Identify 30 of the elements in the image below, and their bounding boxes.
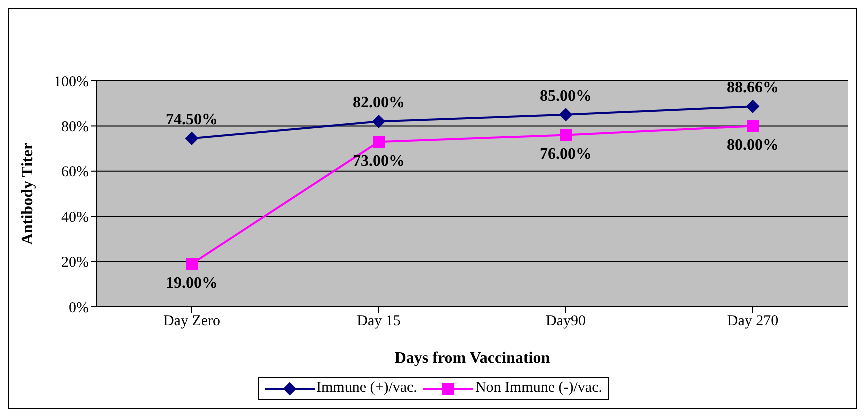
point: [560, 108, 572, 122]
point: [560, 129, 572, 142]
data-label: 85.00%: [540, 88, 592, 105]
x-axis-title: Days from Vaccination: [394, 350, 550, 367]
data-label: 73.00%: [353, 153, 405, 170]
y-tick-label: 0%: [69, 300, 89, 316]
legend-label: Immune (+)/vac.: [316, 380, 418, 397]
point: [372, 115, 386, 128]
data-label: 80.00%: [727, 137, 779, 154]
data-label: 82.00%: [353, 94, 405, 112]
y-tick-label: 60%: [62, 164, 89, 181]
y-tick-label: 20%: [62, 255, 89, 272]
x-tick-label: Day90: [546, 314, 586, 330]
data-label: 76.00%: [540, 146, 592, 164]
point: [186, 258, 198, 270]
point: [747, 120, 759, 132]
point: [186, 132, 198, 146]
y-tick-label: 40%: [62, 210, 89, 226]
data-label: 74.50%: [166, 112, 218, 129]
x-tick-label: Day 270: [727, 314, 779, 330]
legend-label: Non Immune (-)/vac.: [474, 380, 602, 397]
point: [746, 100, 760, 114]
y-tick-label: 80%: [62, 120, 89, 136]
data-label: 88.66%: [727, 80, 779, 97]
y-axis-title: Antibody Titer: [20, 142, 37, 246]
data-label: 19.00%: [166, 275, 218, 292]
point: [373, 136, 385, 148]
x-tick-label: Day 15: [357, 314, 401, 330]
y-tick-label: 100%: [54, 74, 89, 90]
x-tick-label: Day Zero: [163, 314, 221, 330]
